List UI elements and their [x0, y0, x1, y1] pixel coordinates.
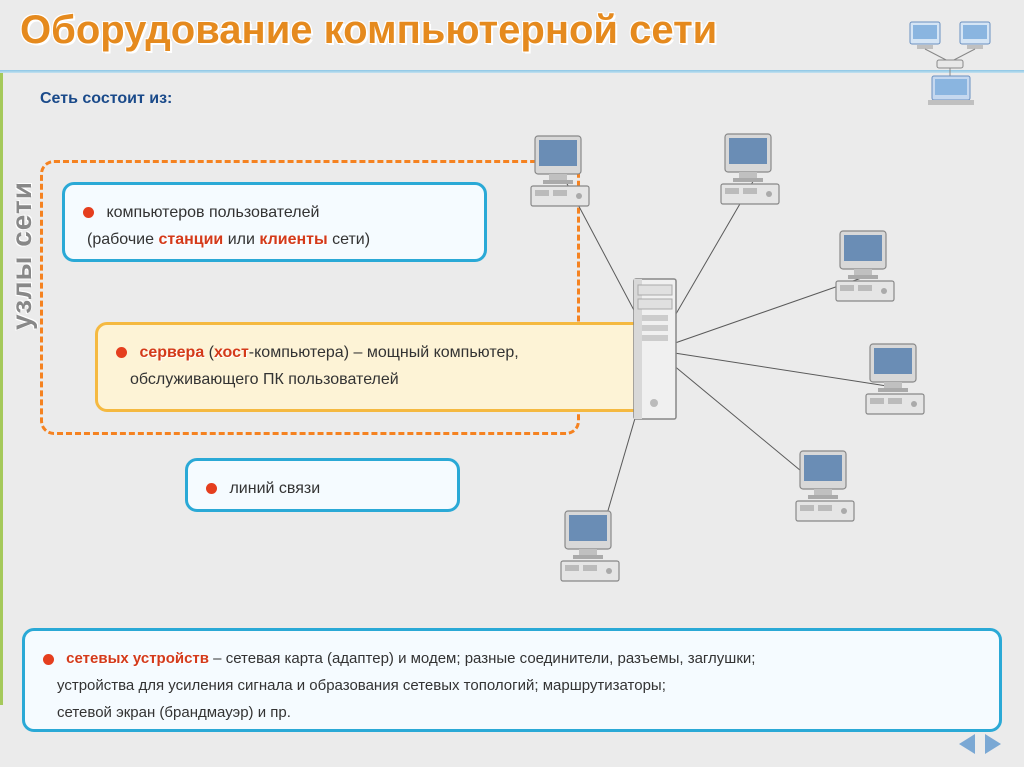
box-workstations: компьютеров пользователей (рабочие станц…	[62, 182, 487, 262]
pc-icon	[790, 445, 870, 525]
box1-post: сети)	[328, 231, 370, 248]
term-server: сервера	[139, 344, 204, 361]
box4-line2: устройства для усиления сигнала и образо…	[57, 677, 666, 694]
pc-icon	[525, 130, 605, 210]
next-button[interactable]	[985, 734, 1001, 754]
term-stations: станции	[158, 231, 223, 248]
box4-text: сетевых устройств – сетевая карта (адапт…	[43, 645, 981, 726]
pc-icon	[830, 225, 910, 305]
box1-mid: или	[223, 231, 259, 248]
server-icon	[630, 275, 680, 425]
box2-paren: (	[204, 344, 214, 361]
box-server: сервера (хост-компьютера) – мощный компь…	[95, 322, 650, 412]
bullet-icon	[206, 483, 217, 494]
pc-icon	[555, 505, 635, 585]
box1-line2-pre: (рабочие	[87, 231, 158, 248]
box2-post1: -компьютера) – мощный компьютер,	[249, 344, 519, 361]
term-devices: сетевых устройств	[66, 650, 209, 667]
bullet-icon	[83, 207, 94, 218]
box3-label: линий связи	[229, 480, 320, 497]
pc-icon	[860, 338, 940, 418]
term-clients: клиенты	[259, 231, 327, 248]
box1-text: компьютеров пользователей (рабочие станц…	[83, 199, 466, 253]
box4-line3: сетевой экран (брандмауэр) и пр.	[57, 704, 291, 721]
header: Оборудование компьютерной сети	[0, 0, 1024, 72]
bullet-icon	[116, 347, 127, 358]
corner-network-icon	[902, 18, 1002, 113]
pc-icon	[715, 128, 795, 208]
box3-text: линий связи	[206, 475, 439, 502]
box2-text: сервера (хост-компьютера) – мощный компь…	[116, 339, 629, 393]
term-host: хост	[214, 344, 249, 361]
box-devices: сетевых устройств – сетевая карта (адапт…	[22, 628, 1002, 732]
subtitle: Сеть состоит из:	[40, 90, 172, 108]
left-green-line	[0, 73, 3, 705]
prev-button[interactable]	[959, 734, 975, 754]
box2-line2: обслуживающего ПК пользователей	[130, 371, 399, 388]
box-lines: линий связи	[185, 458, 460, 512]
page-title: Оборудование компьютерной сети	[20, 8, 717, 53]
bullet-icon	[43, 654, 54, 665]
header-divider	[0, 70, 1024, 73]
vertical-label: узлы сети	[6, 181, 38, 330]
nav-arrows	[956, 734, 1004, 759]
box4-post1: – сетевая карта (адаптер) и модем; разны…	[209, 650, 755, 667]
box1-line1: компьютеров пользователей	[106, 204, 319, 221]
